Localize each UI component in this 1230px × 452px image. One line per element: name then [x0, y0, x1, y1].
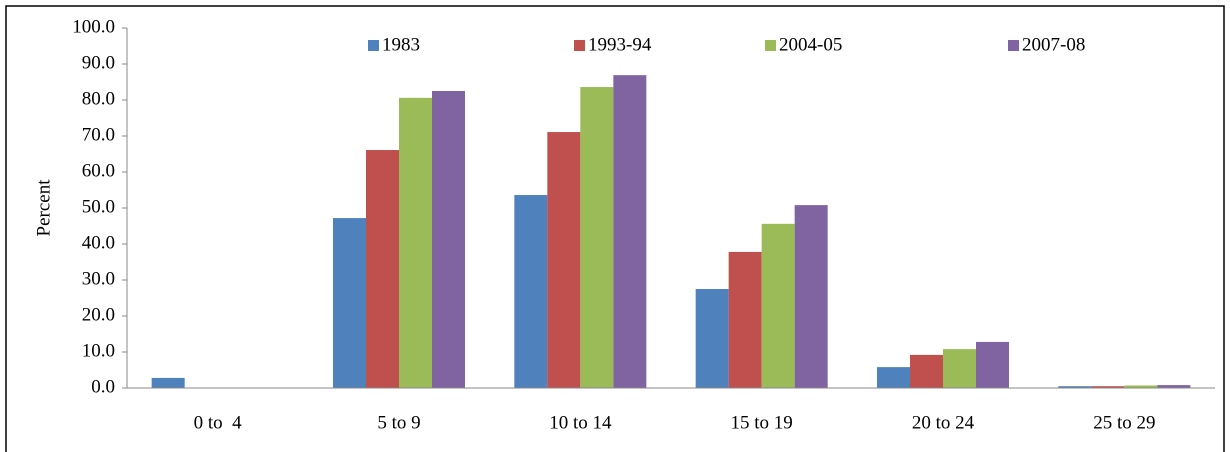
legend-swatch — [368, 40, 379, 51]
x-tick-label: 20 to 24 — [912, 412, 975, 433]
bar — [1124, 385, 1158, 388]
bar — [794, 205, 828, 388]
bar — [432, 91, 465, 388]
legend-label: 1993-94 — [588, 34, 652, 55]
y-tick-label: 30.0 — [82, 268, 115, 289]
legend-label: 2004-05 — [779, 34, 842, 55]
bar — [695, 289, 729, 388]
bar — [877, 367, 910, 388]
bar — [728, 251, 762, 388]
y-tick-label: 90.0 — [82, 52, 115, 73]
bar — [910, 354, 943, 388]
y-axis-label: Percent — [33, 179, 54, 237]
x-tick-label: 5 to 9 — [377, 412, 420, 433]
y-tick-label: 80.0 — [82, 88, 115, 109]
bar — [613, 75, 647, 388]
legend-label: 1983 — [382, 34, 420, 55]
x-tick-label: 10 to 14 — [549, 412, 612, 433]
y-tick-label: 60.0 — [82, 160, 115, 181]
legend-label: 2007-08 — [1022, 34, 1085, 55]
bar — [514, 195, 548, 388]
bar — [547, 132, 581, 388]
bar — [1157, 385, 1191, 388]
y-tick-label: 20.0 — [82, 304, 115, 325]
bar — [580, 87, 614, 388]
bar — [1058, 386, 1092, 388]
bar — [151, 377, 185, 388]
y-tick-label: 40.0 — [82, 232, 115, 253]
bar — [1091, 386, 1125, 388]
x-tick-label: 0 to 4 — [194, 412, 243, 433]
bar — [333, 218, 366, 388]
bar — [761, 223, 795, 388]
legend-swatch — [765, 40, 776, 51]
legend-swatch — [1008, 40, 1019, 51]
legend-swatch — [574, 40, 585, 51]
y-tick-label: 0.0 — [91, 376, 115, 397]
bar — [399, 97, 432, 388]
y-tick-label: 100.0 — [72, 16, 115, 37]
y-tick-label: 50.0 — [82, 196, 115, 217]
y-tick-label: 70.0 — [82, 124, 115, 145]
chart-border — [5, 5, 1225, 452]
y-tick-label: 10.0 — [82, 340, 115, 361]
bar — [366, 150, 399, 388]
x-tick-label: 25 to 29 — [1093, 412, 1155, 433]
bar — [976, 341, 1009, 388]
x-tick-label: 15 to 19 — [731, 412, 793, 433]
bar — [943, 349, 976, 388]
